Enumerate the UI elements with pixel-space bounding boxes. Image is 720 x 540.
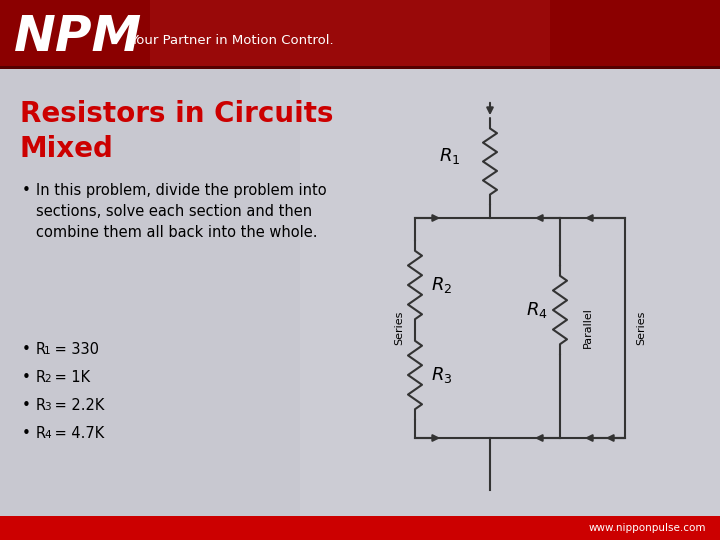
Text: Your Partner in Motion Control.: Your Partner in Motion Control.: [130, 33, 333, 46]
Text: = 1K: = 1K: [50, 370, 90, 385]
Text: = 330: = 330: [50, 342, 99, 357]
Text: R: R: [36, 398, 46, 413]
Text: •: •: [22, 426, 31, 441]
Text: $R_3$: $R_3$: [431, 365, 452, 385]
Bar: [0, 0, 720, 68]
Text: Series: Series: [636, 311, 646, 345]
Text: = 4.7K: = 4.7K: [50, 426, 104, 441]
Text: In this problem, divide the problem into
sections, solve each section and then
c: In this problem, divide the problem into…: [36, 183, 327, 240]
Text: www.nipponpulse.com: www.nipponpulse.com: [588, 523, 706, 533]
Bar: [0, 66, 720, 69]
Text: $R_4$: $R_4$: [526, 300, 548, 320]
Text: •: •: [22, 370, 31, 385]
Bar: [300, 68, 720, 518]
Text: 2: 2: [44, 374, 50, 384]
Text: $R_1$: $R_1$: [438, 146, 460, 166]
Bar: [0, 516, 720, 540]
Text: Mixed: Mixed: [20, 135, 114, 163]
Text: = 2.2K: = 2.2K: [50, 398, 104, 413]
Text: R: R: [36, 370, 46, 385]
Text: R: R: [36, 426, 46, 441]
Text: Parallel: Parallel: [582, 308, 593, 348]
Bar: [150, 0, 550, 68]
Bar: [0, 68, 720, 540]
Text: NPM: NPM: [14, 13, 143, 61]
Text: •: •: [22, 183, 31, 198]
Text: 3: 3: [44, 402, 50, 412]
Text: $R_2$: $R_2$: [431, 275, 452, 295]
Text: 1: 1: [44, 346, 50, 356]
Text: 4: 4: [44, 430, 50, 440]
Text: Resistors in Circuits: Resistors in Circuits: [20, 100, 333, 128]
Text: R: R: [36, 342, 46, 357]
Text: Series: Series: [394, 311, 404, 345]
Text: •: •: [22, 342, 31, 357]
Text: •: •: [22, 398, 31, 413]
